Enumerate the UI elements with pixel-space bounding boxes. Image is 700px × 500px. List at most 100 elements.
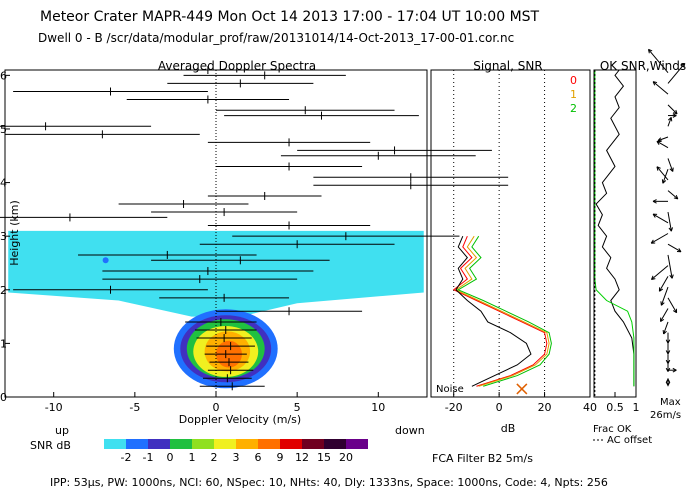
wind-vector: [650, 233, 669, 244]
wind-vector-head: [656, 166, 661, 171]
snr-frame: [430, 69, 591, 398]
colorbar-swatch: [236, 439, 258, 449]
wind-vector-head: [652, 213, 658, 218]
colorbar-tick: 2: [211, 451, 218, 464]
wind-vector: [656, 166, 669, 181]
wind-vector-head: [647, 48, 653, 54]
snr-x-tick-label: -20: [445, 401, 463, 414]
colorbar-tick: 0: [167, 451, 174, 464]
wind-vector: [652, 81, 669, 95]
snr-xlabel: dB: [501, 422, 516, 435]
frac-frame: [593, 69, 637, 398]
colorbar-tick: 6: [255, 451, 262, 464]
wind-vector-head: [665, 359, 671, 364]
wind-vector: [667, 63, 686, 84]
up-label: up: [55, 424, 69, 437]
wind-vector: [667, 117, 672, 127]
spectra-image: [0, 66, 509, 397]
wind-vector: [657, 136, 669, 142]
noise-marker: [516, 383, 528, 395]
header-title: Meteor Crater MAPR-449 Mon Oct 14 2013 1…: [40, 9, 540, 25]
snr-legend-entry: 2: [570, 102, 577, 115]
filter-label: FCA Filter B2 5m/s: [432, 452, 533, 465]
wind-vector: [667, 190, 679, 200]
wind-vector-head: [673, 109, 678, 115]
colorbar-swatch: [258, 439, 280, 449]
wind-vector: [660, 308, 669, 322]
colorbar-tick: 12: [295, 451, 309, 464]
wind-vector-head: [672, 367, 677, 373]
wind-vector-head: [667, 116, 673, 122]
y-tick-label: 3: [0, 230, 7, 243]
frac-xlabel: Frac OK: [593, 424, 632, 435]
colorbar-tick: 3: [233, 451, 240, 464]
colorbar-swatch: [346, 439, 368, 449]
colorbar: -2 -1 0 1 2 3 6 9 12 15 20: [104, 439, 368, 464]
snr-x-tick-label: 0: [496, 401, 503, 414]
snr-title: Signal, SNR: [473, 59, 542, 73]
x-tick-label: 5: [294, 401, 301, 414]
wind-vector: [660, 286, 669, 306]
colorbar-swatch: [126, 439, 148, 449]
wind-vector-head: [680, 63, 686, 68]
spectra-axes: -10 -5 0 5 10 0 1 2 3 4 5 6: [0, 69, 385, 414]
colorbar-tick: 1: [189, 451, 196, 464]
spectra-title: Averaged Doppler Spectra: [158, 59, 316, 73]
colorbar-swatch: [170, 439, 192, 449]
y-tick-label: 1: [0, 337, 7, 350]
frac-title: OK SNR,Winds: [600, 59, 686, 73]
wind-vector: [667, 158, 674, 172]
wind-vector: [663, 321, 669, 335]
colorbar-tick: -2: [121, 451, 132, 464]
y-tick-label: 0: [0, 391, 7, 404]
colorbar-swatch: [302, 439, 324, 449]
snr-legend-entry: 0: [570, 74, 577, 87]
colorbar-tick: 15: [317, 451, 331, 464]
spectra-ylabel: Height (km): [8, 200, 21, 266]
colorbar-swatch: [104, 439, 126, 449]
colorbar-swatch: [324, 439, 346, 449]
wind-vector-head: [665, 339, 671, 344]
snr-x-tick-label: 20: [538, 401, 552, 414]
snr-series-line: [454, 235, 550, 387]
colorbar-label: SNR dB: [30, 439, 71, 452]
wind-vector: [658, 276, 669, 292]
spectra-xlabel: Doppler Velocity (m/s): [179, 413, 301, 426]
cyan-band: [8, 230, 424, 317]
noise-label: Noise: [436, 384, 464, 395]
wind-vector-head: [672, 308, 678, 314]
colorbar-tick: -1: [143, 451, 154, 464]
snr-legend-entry: 1: [570, 88, 577, 101]
wind-barbs: [647, 48, 686, 387]
wind-vector-head: [665, 350, 671, 355]
colorbar-swatch: [214, 439, 236, 449]
wind-vector-head: [658, 287, 664, 292]
wind-vector-head: [656, 140, 661, 145]
wind-vector: [656, 140, 669, 149]
wind-vector: [651, 265, 669, 280]
wind-vector-head: [650, 275, 656, 281]
speck: [102, 257, 109, 264]
wind-vector-head: [660, 317, 665, 322]
max-label: Max: [660, 397, 681, 408]
wind-vector: [667, 243, 682, 253]
wind-vector-head: [652, 199, 657, 204]
wind-vector-head: [652, 81, 658, 86]
wind-vector: [648, 49, 669, 74]
frac-series-line: [594, 70, 635, 387]
y-tick-label: 6: [0, 69, 7, 82]
wind-vector-head: [665, 367, 671, 372]
x-tick-label: 0: [213, 401, 220, 414]
snr-series-line: [452, 235, 548, 387]
snr-x-tick-label: 40: [583, 401, 597, 414]
max-value: 26m/s: [650, 410, 681, 421]
wind-vector-head: [668, 227, 674, 232]
snr-series-line: [455, 235, 532, 387]
y-tick-label: 4: [0, 177, 7, 190]
wind-vector-head: [661, 179, 667, 184]
colorbar-swatch: [280, 439, 302, 449]
wind-vector: [667, 211, 672, 232]
wind-vector-head: [673, 194, 679, 200]
wind-vector-head: [672, 113, 677, 118]
snr-legend: 012: [570, 74, 577, 115]
